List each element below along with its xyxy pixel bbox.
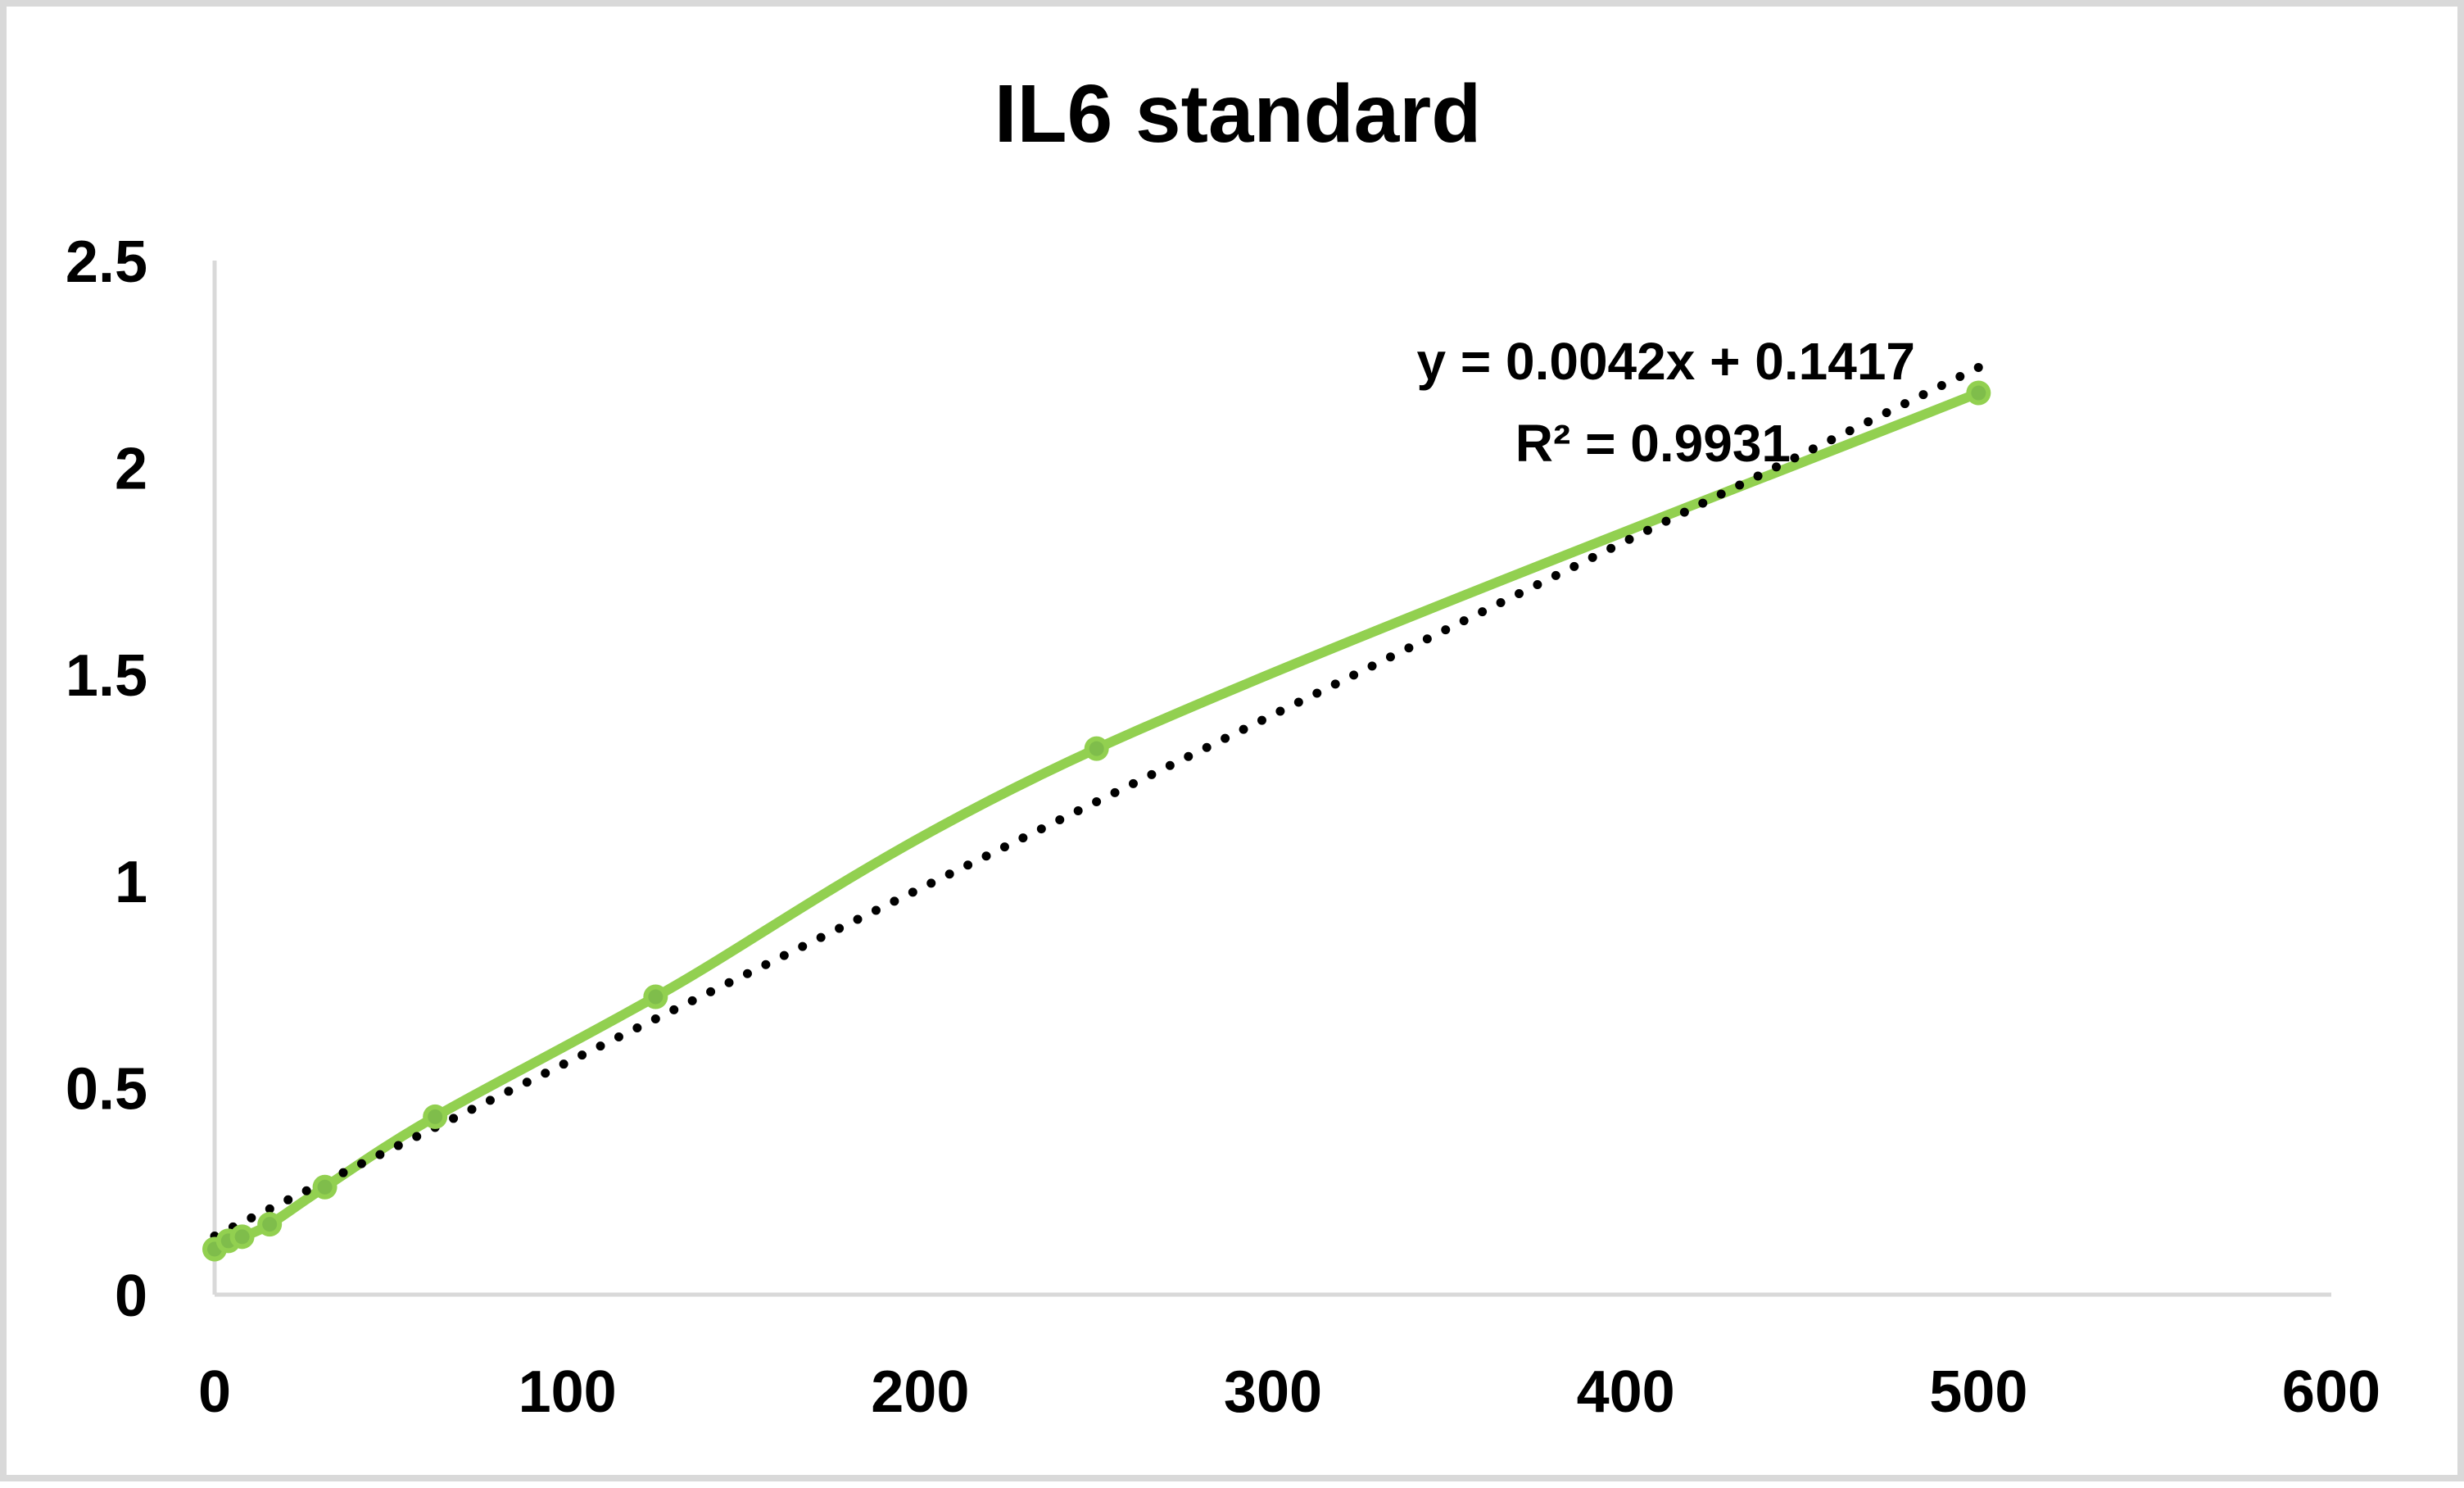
x-tick-label: 200 — [871, 1359, 969, 1425]
data-point-center — [648, 989, 664, 1005]
data-point-center — [262, 1217, 278, 1232]
trendline — [210, 362, 1983, 1241]
x-tick-label: 600 — [2282, 1359, 2380, 1425]
data-point-center — [1089, 741, 1104, 756]
data-point-center — [234, 1229, 250, 1245]
y-tick-labels: 0 0.5 1 1.5 2 2.5 — [66, 229, 147, 1329]
y-tick-label: 1 — [115, 850, 147, 915]
y-tick-label: 1.5 — [66, 643, 147, 709]
data-point-center — [1971, 385, 1986, 401]
x-tick-label: 500 — [1929, 1359, 2027, 1425]
data-point-center — [317, 1179, 333, 1195]
trendline-r-squared: R² = 0.9931 — [1515, 414, 1791, 473]
x-tick-label: 300 — [1224, 1359, 1322, 1425]
chart-title: IL6 standard — [994, 68, 1482, 160]
y-tick-label: 0.5 — [66, 1057, 147, 1123]
x-tick-label: 400 — [1577, 1359, 1675, 1425]
y-tick-label: 2.5 — [66, 229, 147, 295]
x-tick-label: 100 — [519, 1359, 617, 1425]
data-point-center — [428, 1109, 443, 1124]
series-line — [210, 388, 1984, 1254]
y-tick-label: 0 — [115, 1263, 147, 1329]
x-tick-labels: 0 100 200 300 400 500 600 — [198, 1359, 2380, 1425]
y-tick-label: 2 — [115, 436, 147, 501]
plot-area — [202, 362, 1991, 1262]
trendline-equation: y = 0.0042x + 0.1417 — [1416, 332, 1915, 391]
chart-svg: IL6 standard 0 0.5 1 1.5 2 2.5 0 100 200 300 400 5… — [66, 68, 2380, 1425]
x-tick-label: 0 — [198, 1359, 231, 1425]
